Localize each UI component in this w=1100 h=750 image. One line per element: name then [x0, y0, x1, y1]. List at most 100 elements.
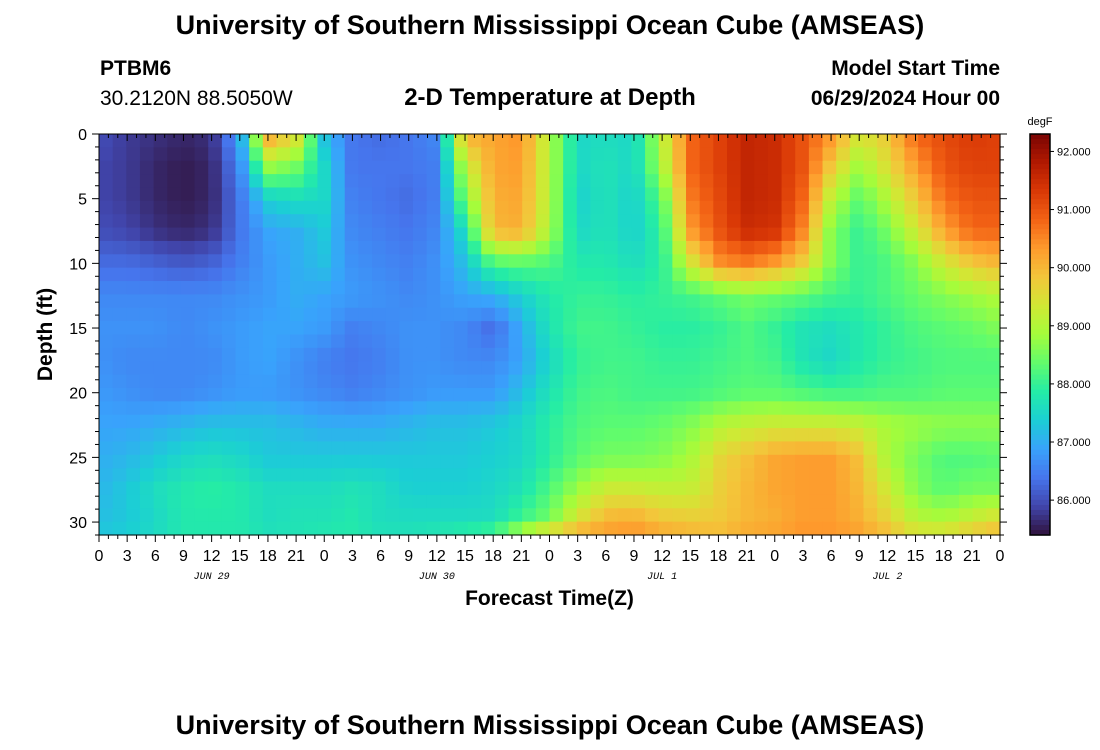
heatmap-cell: [672, 281, 687, 295]
heatmap-cell: [822, 307, 837, 322]
heatmap-cell: [344, 454, 359, 469]
heatmap-cell: [139, 401, 155, 416]
heatmap-cell: [904, 401, 919, 416]
heatmap-cell: [467, 214, 482, 229]
heatmap-cell: [303, 361, 319, 376]
heatmap-cell: [412, 508, 428, 523]
heatmap-cell: [344, 187, 359, 202]
heatmap-cell: [153, 468, 168, 483]
heatmap-cell: [740, 214, 755, 229]
heatmap-cell: [372, 321, 387, 336]
heatmap-cell: [549, 254, 564, 269]
heatmap-cell: [180, 441, 196, 456]
heatmap-cell: [262, 187, 278, 202]
heatmap-cell: [986, 160, 1001, 175]
heatmap-cell: [986, 387, 1001, 402]
heatmap-cell: [290, 307, 305, 322]
colorbar-swatch: [1030, 394, 1050, 401]
heatmap-cell: [767, 200, 783, 215]
heatmap-cell: [112, 227, 127, 242]
heatmap-cell: [180, 414, 196, 429]
heatmap-cell: [112, 414, 127, 429]
heatmap-cell: [563, 508, 578, 523]
heatmap-cell: [385, 147, 400, 162]
heatmap-cell: [836, 468, 851, 483]
heatmap-cell: [836, 200, 851, 215]
heatmap-cell: [194, 240, 209, 255]
heatmap-cell: [563, 134, 578, 148]
heatmap-cell: [399, 361, 414, 376]
heatmap-cell: [303, 414, 319, 429]
heatmap-cell: [563, 214, 578, 229]
heatmap-cell: [153, 387, 168, 402]
heatmap-cell: [576, 414, 592, 429]
heatmap-cell: [631, 508, 646, 523]
colorbar-swatch: [1030, 384, 1050, 391]
heatmap-cell: [494, 134, 510, 148]
heatmap-cell: [112, 454, 127, 469]
colorbar-swatch: [1030, 199, 1050, 205]
heatmap-cell: [317, 414, 332, 429]
heatmap-cell: [317, 347, 332, 362]
heatmap-cell: [262, 441, 278, 456]
colorbar-units: degF: [1027, 116, 1052, 128]
heatmap-cell: [276, 267, 291, 282]
heatmap-cell: [658, 187, 673, 202]
heatmap-cell: [249, 468, 264, 483]
heatmap-cell: [576, 521, 592, 536]
heatmap-cell: [726, 214, 742, 229]
heatmap-cell: [494, 240, 510, 255]
heatmap-cell: [481, 294, 496, 309]
heatmap-cell: [344, 160, 359, 175]
heatmap-cell: [453, 281, 469, 295]
heatmap-cell: [959, 307, 974, 322]
heatmap-cell: [235, 521, 250, 536]
heatmap-cell: [590, 401, 605, 416]
heatmap-cell: [208, 454, 223, 469]
heatmap-cell: [945, 454, 960, 469]
heatmap-cell: [426, 281, 441, 295]
heatmap-cell: [576, 494, 592, 509]
heatmap-cell: [686, 361, 701, 376]
heatmap-cell: [563, 441, 578, 456]
heatmap-cell: [481, 374, 496, 389]
heatmap-cell: [426, 240, 441, 255]
heatmap-cell: [494, 334, 510, 349]
heatmap-cell: [604, 227, 619, 242]
heatmap-cell: [699, 334, 714, 349]
heatmap-cell: [754, 414, 769, 429]
heatmap-cell: [112, 321, 127, 336]
heatmap-cell: [740, 200, 755, 215]
heatmap-cell: [290, 401, 305, 416]
heatmap-cell: [754, 454, 769, 469]
heatmap-cell: [795, 454, 810, 469]
heatmap-cell: [754, 508, 769, 523]
heatmap-cell: [494, 374, 510, 389]
heatmap-cell: [686, 240, 701, 255]
heatmap-cell: [99, 441, 114, 456]
heatmap-cell: [290, 200, 305, 215]
heatmap-cell: [645, 374, 660, 389]
heatmap-cell: [208, 174, 223, 189]
heatmap-cell: [986, 334, 1001, 349]
heatmap-cell: [672, 441, 687, 456]
heatmap-cell: [467, 240, 482, 255]
heatmap-cell: [235, 374, 250, 389]
heatmap-cell: [358, 214, 373, 229]
heatmap-cell: [139, 321, 155, 336]
heatmap-cell: [699, 267, 714, 282]
heatmap-cell: [481, 347, 496, 362]
colorbar-tick-label: 91.000: [1057, 205, 1091, 217]
heatmap-cell: [139, 347, 155, 362]
heatmap-cell: [467, 361, 482, 376]
heatmap-cell: [481, 267, 496, 282]
heatmap-cell: [535, 374, 551, 389]
heatmap-cell: [372, 428, 387, 443]
heatmap-cell: [822, 281, 837, 295]
heatmap-cell: [713, 187, 728, 202]
heatmap-cell: [372, 174, 387, 189]
heatmap-cell: [808, 254, 824, 269]
heatmap-cell: [918, 481, 933, 496]
heatmap-cell: [726, 187, 742, 202]
heatmap-cell: [535, 240, 551, 255]
